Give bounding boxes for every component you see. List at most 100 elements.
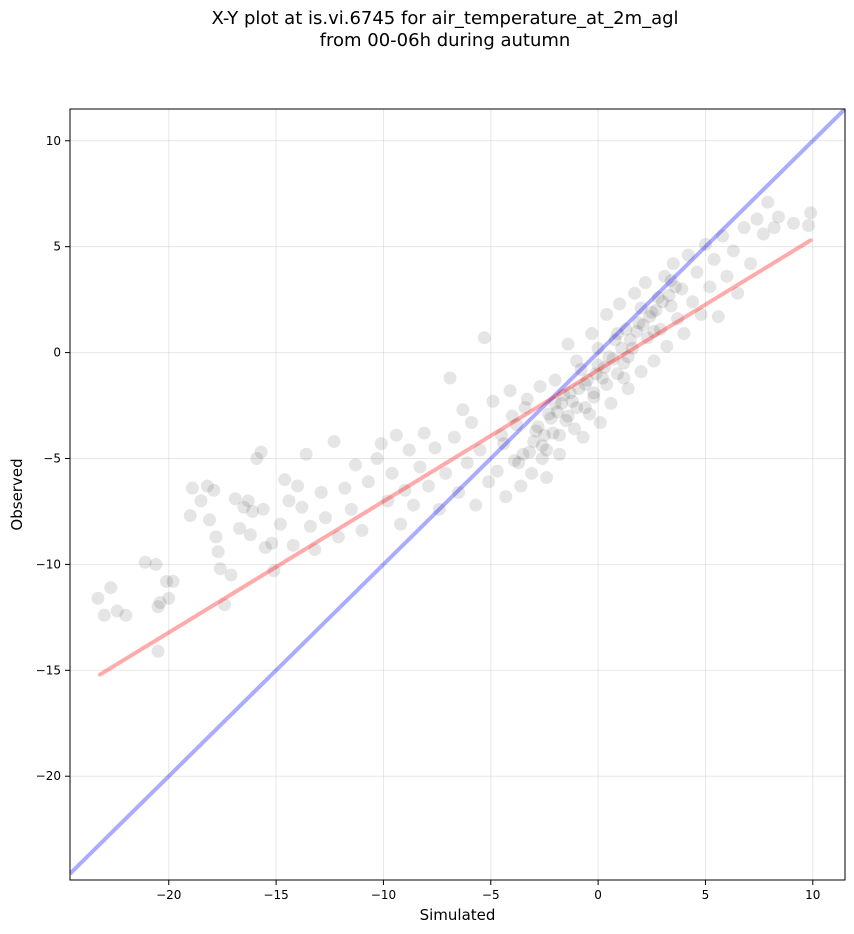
data-point (557, 388, 571, 402)
data-point (482, 475, 496, 489)
data-point (160, 574, 174, 588)
data-point (529, 424, 543, 438)
data-point (638, 276, 652, 290)
data-point (656, 295, 670, 309)
data-point (587, 386, 601, 400)
data-point (209, 530, 223, 544)
data-point (477, 331, 491, 345)
chart-title-line-1: X-Y plot at is.vi.6745 for air_temperatu… (211, 8, 679, 29)
data-point (593, 415, 607, 429)
data-point (241, 494, 255, 508)
data-point (632, 316, 646, 330)
x-tick-label: −15 (263, 888, 288, 902)
data-point (447, 430, 461, 444)
data-point (610, 367, 624, 381)
data-point (565, 394, 579, 408)
data-point (456, 403, 470, 417)
data-point (653, 322, 667, 336)
data-point (490, 464, 504, 478)
data-point (473, 443, 487, 457)
data-point (183, 509, 197, 523)
data-point (291, 479, 305, 493)
y-tick-label: −10 (36, 557, 61, 571)
data-point (514, 479, 528, 493)
data-point (726, 244, 740, 258)
data-point (548, 396, 562, 410)
data-point (707, 252, 721, 266)
data-point (589, 367, 603, 381)
data-point (658, 269, 672, 283)
data-point (660, 339, 674, 353)
data-point (97, 608, 111, 622)
data-point (535, 439, 549, 453)
data-point (394, 517, 408, 531)
y-tick-label: 5 (53, 240, 61, 254)
data-point (211, 545, 225, 559)
data-point (600, 377, 614, 391)
data-point (583, 407, 597, 421)
data-point (228, 492, 242, 506)
data-point (207, 483, 221, 497)
grid (70, 109, 845, 880)
data-point (213, 562, 227, 576)
data-point (561, 409, 575, 423)
y-tick-label: −20 (36, 769, 61, 783)
data-point (585, 327, 599, 341)
data-point (647, 354, 661, 368)
data-point (250, 451, 264, 465)
data-point (265, 536, 279, 550)
data-point (516, 447, 530, 461)
data-point (138, 555, 152, 569)
data-point (767, 221, 781, 235)
data-point (563, 386, 577, 400)
data-point (666, 257, 680, 271)
x-tick-label: 0 (594, 888, 602, 902)
data-point (698, 238, 712, 252)
data-point (668, 280, 682, 294)
data-point (370, 451, 384, 465)
data-point (578, 377, 592, 391)
x-tick-label: 10 (805, 888, 820, 902)
y-tick-label: 0 (53, 346, 61, 360)
data-point (568, 422, 582, 436)
data-point (162, 591, 176, 605)
data-point (194, 494, 208, 508)
data-point (623, 333, 637, 347)
data-point (267, 564, 281, 578)
data-point (802, 218, 816, 232)
data-point (647, 324, 661, 338)
data-point (520, 392, 534, 406)
data-point (737, 221, 751, 235)
data-point (617, 356, 631, 370)
data-point (731, 286, 745, 300)
data-point (617, 371, 631, 385)
data-point (505, 409, 519, 423)
data-point (153, 596, 167, 610)
data-point (303, 519, 317, 533)
data-point (327, 435, 341, 449)
data-point (686, 295, 700, 309)
data-point (625, 341, 639, 355)
data-point (628, 286, 642, 300)
data-point (602, 350, 616, 364)
data-point (527, 435, 541, 449)
data-point (634, 301, 648, 315)
data-point (587, 390, 601, 404)
data-point (185, 481, 199, 495)
data-point (615, 341, 629, 355)
data-point (398, 483, 412, 497)
y-axis-label: Observed (8, 458, 26, 530)
data-point (645, 305, 659, 319)
x-tick-label: −5 (482, 888, 500, 902)
data-point (630, 324, 644, 338)
data-point (595, 371, 609, 385)
data-point (604, 396, 618, 410)
data-point (149, 557, 163, 571)
data-point (671, 312, 685, 326)
data-point (640, 331, 654, 345)
data-point (151, 600, 165, 614)
data-point (720, 269, 734, 283)
data-point (355, 524, 369, 538)
data-point (233, 521, 247, 535)
